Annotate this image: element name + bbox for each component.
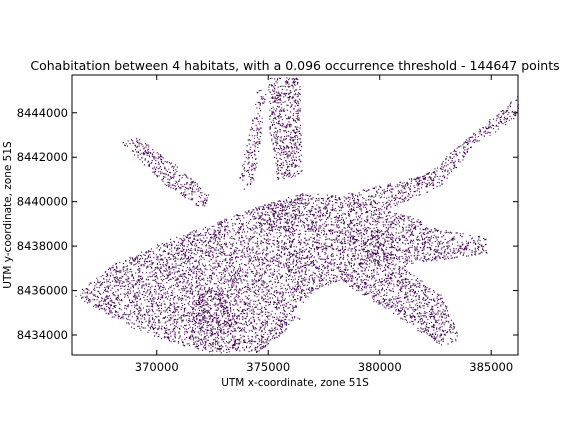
y-tick-label: 8440000 [17, 195, 68, 209]
y-axis: 8434000 8436000 8438000 8440000 8442000 84440… [17, 106, 518, 342]
x-tick-label: 370000 [135, 360, 179, 374]
y-tick-label: 8436000 [17, 284, 68, 298]
y-tick-label: 8438000 [17, 239, 68, 253]
x-axis-label: UTM x-coordinate, zone 51S [221, 377, 369, 389]
x-tick-label: 380000 [358, 360, 402, 374]
scatter-points [75, 77, 520, 354]
y-tick-label: 8434000 [17, 328, 68, 342]
chart-title: Cohabitation between 4 habitats, with a … [30, 58, 559, 73]
plot-frame [71, 74, 519, 356]
y-tick-label: 8442000 [17, 150, 68, 164]
y-tick-label: 8444000 [17, 106, 68, 120]
x-tick-label: 385000 [469, 360, 513, 374]
x-axis: 370000 375000 380000 385000 [135, 75, 513, 374]
points-layer [75, 77, 520, 354]
y-axis-label: UTM y-coordinate, zone 51S [2, 141, 14, 289]
x-tick-label: 375000 [246, 360, 290, 374]
